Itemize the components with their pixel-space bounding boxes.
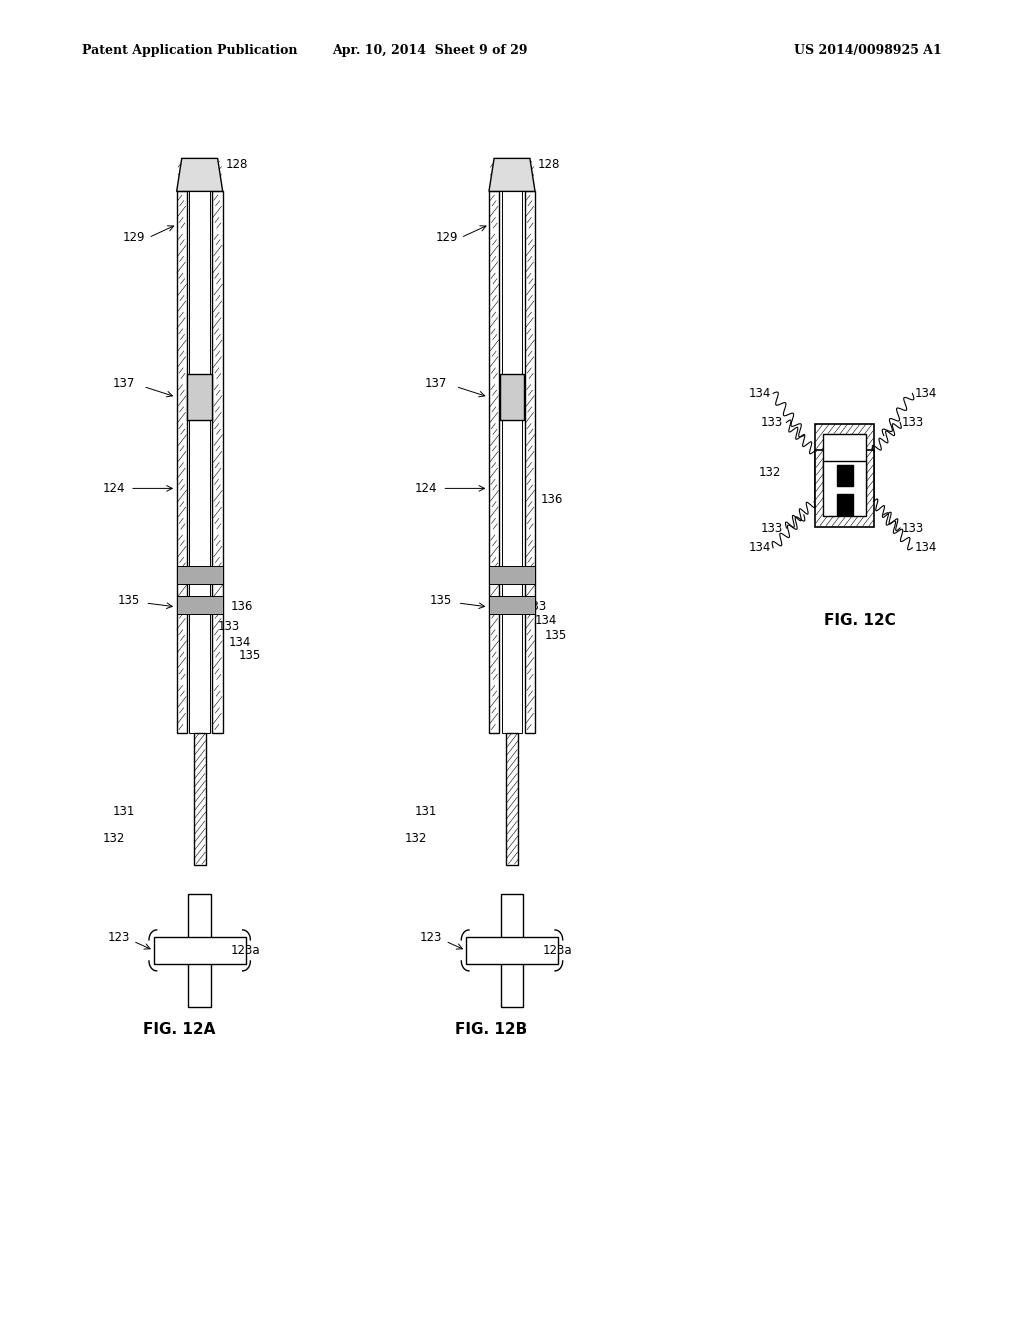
Text: 124: 124 [102, 482, 125, 495]
Bar [489, 191, 500, 733]
Bar [837, 494, 853, 515]
Text: 136: 136 [541, 494, 563, 507]
Text: Patent Application Publication: Patent Application Publication [82, 44, 297, 57]
Text: 123a: 123a [230, 944, 260, 957]
Text: 135: 135 [239, 649, 261, 663]
Text: 132: 132 [759, 466, 781, 479]
Bar [189, 191, 210, 733]
Text: 137: 137 [425, 378, 447, 391]
Text: 131: 131 [113, 805, 135, 818]
Bar [506, 733, 518, 865]
Bar [502, 191, 522, 733]
Text: 131: 131 [415, 805, 437, 818]
Bar [489, 595, 535, 614]
Text: FIG. 12B: FIG. 12B [456, 1022, 527, 1038]
Text: 134: 134 [749, 387, 771, 400]
Text: 134: 134 [914, 541, 937, 554]
Bar [177, 566, 223, 583]
Text: 132: 132 [102, 832, 125, 845]
Bar [823, 461, 866, 516]
Text: 123: 123 [420, 931, 442, 944]
Text: 133: 133 [902, 416, 925, 429]
Text: FIG. 12A: FIG. 12A [143, 1022, 215, 1038]
Bar [187, 374, 212, 420]
Text: 134: 134 [228, 636, 251, 649]
Text: 137: 137 [113, 378, 135, 391]
Bar [194, 733, 206, 865]
Bar [489, 566, 535, 583]
Text: 133: 133 [902, 521, 925, 535]
Text: 129: 129 [435, 231, 458, 244]
Text: 129: 129 [123, 231, 145, 244]
Bar [154, 937, 246, 964]
Text: 132: 132 [404, 832, 427, 845]
Bar [837, 465, 853, 486]
Text: 124: 124 [415, 482, 437, 495]
Bar [823, 434, 866, 490]
Text: Apr. 10, 2014  Sheet 9 of 29: Apr. 10, 2014 Sheet 9 of 29 [333, 44, 527, 57]
Text: 136: 136 [230, 601, 253, 614]
Polygon shape [489, 158, 535, 191]
Bar [177, 191, 187, 733]
Bar [500, 374, 524, 420]
Bar [466, 937, 558, 964]
Text: 128: 128 [225, 158, 248, 172]
Bar [188, 895, 211, 1007]
Text: 123a: 123a [543, 944, 572, 957]
Text: US 2014/0098925 A1: US 2014/0098925 A1 [795, 44, 942, 57]
Bar [177, 595, 223, 614]
Bar [815, 450, 874, 527]
Text: 134: 134 [749, 541, 771, 554]
Bar [213, 191, 223, 733]
Polygon shape [177, 158, 223, 191]
Text: 134: 134 [914, 387, 937, 400]
Text: 133: 133 [761, 521, 783, 535]
Text: 133: 133 [761, 416, 783, 429]
Bar [524, 191, 535, 733]
Bar [501, 895, 523, 1007]
Text: 135: 135 [545, 630, 567, 643]
Text: 135: 135 [118, 594, 140, 607]
Text: 133: 133 [524, 601, 547, 614]
Text: 128: 128 [538, 158, 560, 172]
Text: 133: 133 [218, 620, 241, 634]
Text: FIG. 12C: FIG. 12C [824, 612, 896, 628]
Text: 134: 134 [535, 614, 557, 627]
Bar [815, 424, 874, 500]
Text: 123: 123 [108, 931, 130, 944]
Text: 135: 135 [430, 594, 453, 607]
